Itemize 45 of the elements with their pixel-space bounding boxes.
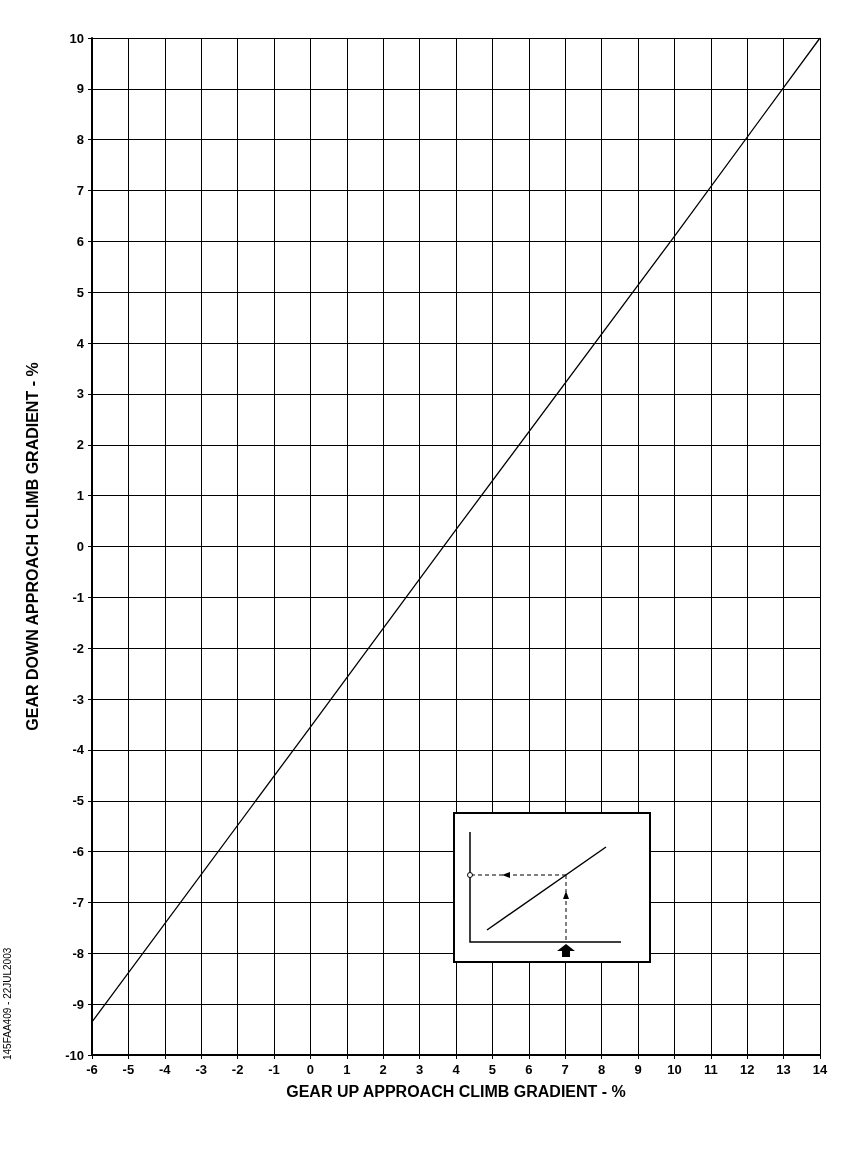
x-tick-label: -2 [231, 1062, 244, 1077]
x-tick-label: 6 [525, 1062, 533, 1077]
y-tick-label: -8 [72, 945, 84, 961]
x-tick-label: 7 [561, 1062, 569, 1077]
x-tick-label: 9 [634, 1062, 642, 1077]
y-tick-label: -9 [72, 996, 84, 1012]
x-tick-label: 10 [667, 1062, 682, 1077]
y-tick-label: -6 [72, 844, 84, 860]
x-tick-label: 3 [415, 1062, 424, 1077]
x-tick-label: 2 [379, 1062, 387, 1077]
y-tick-label: 0 [76, 539, 84, 554]
y-tick-label: 2 [76, 437, 84, 453]
x-axis-title: GEAR UP APPROACH CLIMB GRADIENT - % [286, 1082, 626, 1100]
y-tick-label: 7 [76, 183, 84, 199]
x-tick-label: 12 [739, 1062, 755, 1077]
y-tick-label: -2 [72, 640, 84, 656]
x-tick-label: 8 [597, 1062, 606, 1077]
x-tick-label: -4 [159, 1062, 172, 1077]
y-tick-label: 3 [76, 386, 84, 402]
x-tick-label: -6 [86, 1062, 98, 1077]
y-tick-label: -3 [72, 691, 84, 707]
y-tick-label: 4 [76, 335, 85, 351]
x-tick-label: -3 [195, 1062, 207, 1077]
y-tick-label: 6 [76, 233, 84, 249]
x-tick-label: -1 [268, 1062, 280, 1077]
x-tick-label: 0 [306, 1062, 315, 1077]
x-tick-label: 4 [452, 1062, 461, 1077]
x-tick-label: 11 [703, 1062, 718, 1077]
y-tick-label: -5 [72, 793, 84, 809]
y-tick-label: -4 [72, 742, 85, 758]
x-tick-label: 5 [488, 1062, 497, 1077]
y-tick-label: -7 [72, 894, 84, 910]
y-tick-label: 8 [76, 132, 84, 148]
y-tick-label: 5 [76, 284, 84, 300]
y-axis-title: GEAR DOWN APPROACH CLIMB GRADIENT - % [23, 362, 41, 731]
x-tick-label: 14 [812, 1062, 828, 1077]
x-tick-label: 13 [776, 1062, 791, 1077]
text: 145FAA409 - 22JUL2003 [2, 947, 13, 1060]
x-tick-label: -5 [122, 1062, 135, 1077]
y-tick-label: 9 [76, 81, 84, 97]
y-tick-label: -1 [72, 589, 84, 605]
y-tick-label: 1 [76, 488, 84, 504]
y-tick-label: -10 [65, 1047, 84, 1063]
x-tick-label: 1 [343, 1062, 351, 1077]
y-tick-label: 10 [69, 30, 84, 46]
